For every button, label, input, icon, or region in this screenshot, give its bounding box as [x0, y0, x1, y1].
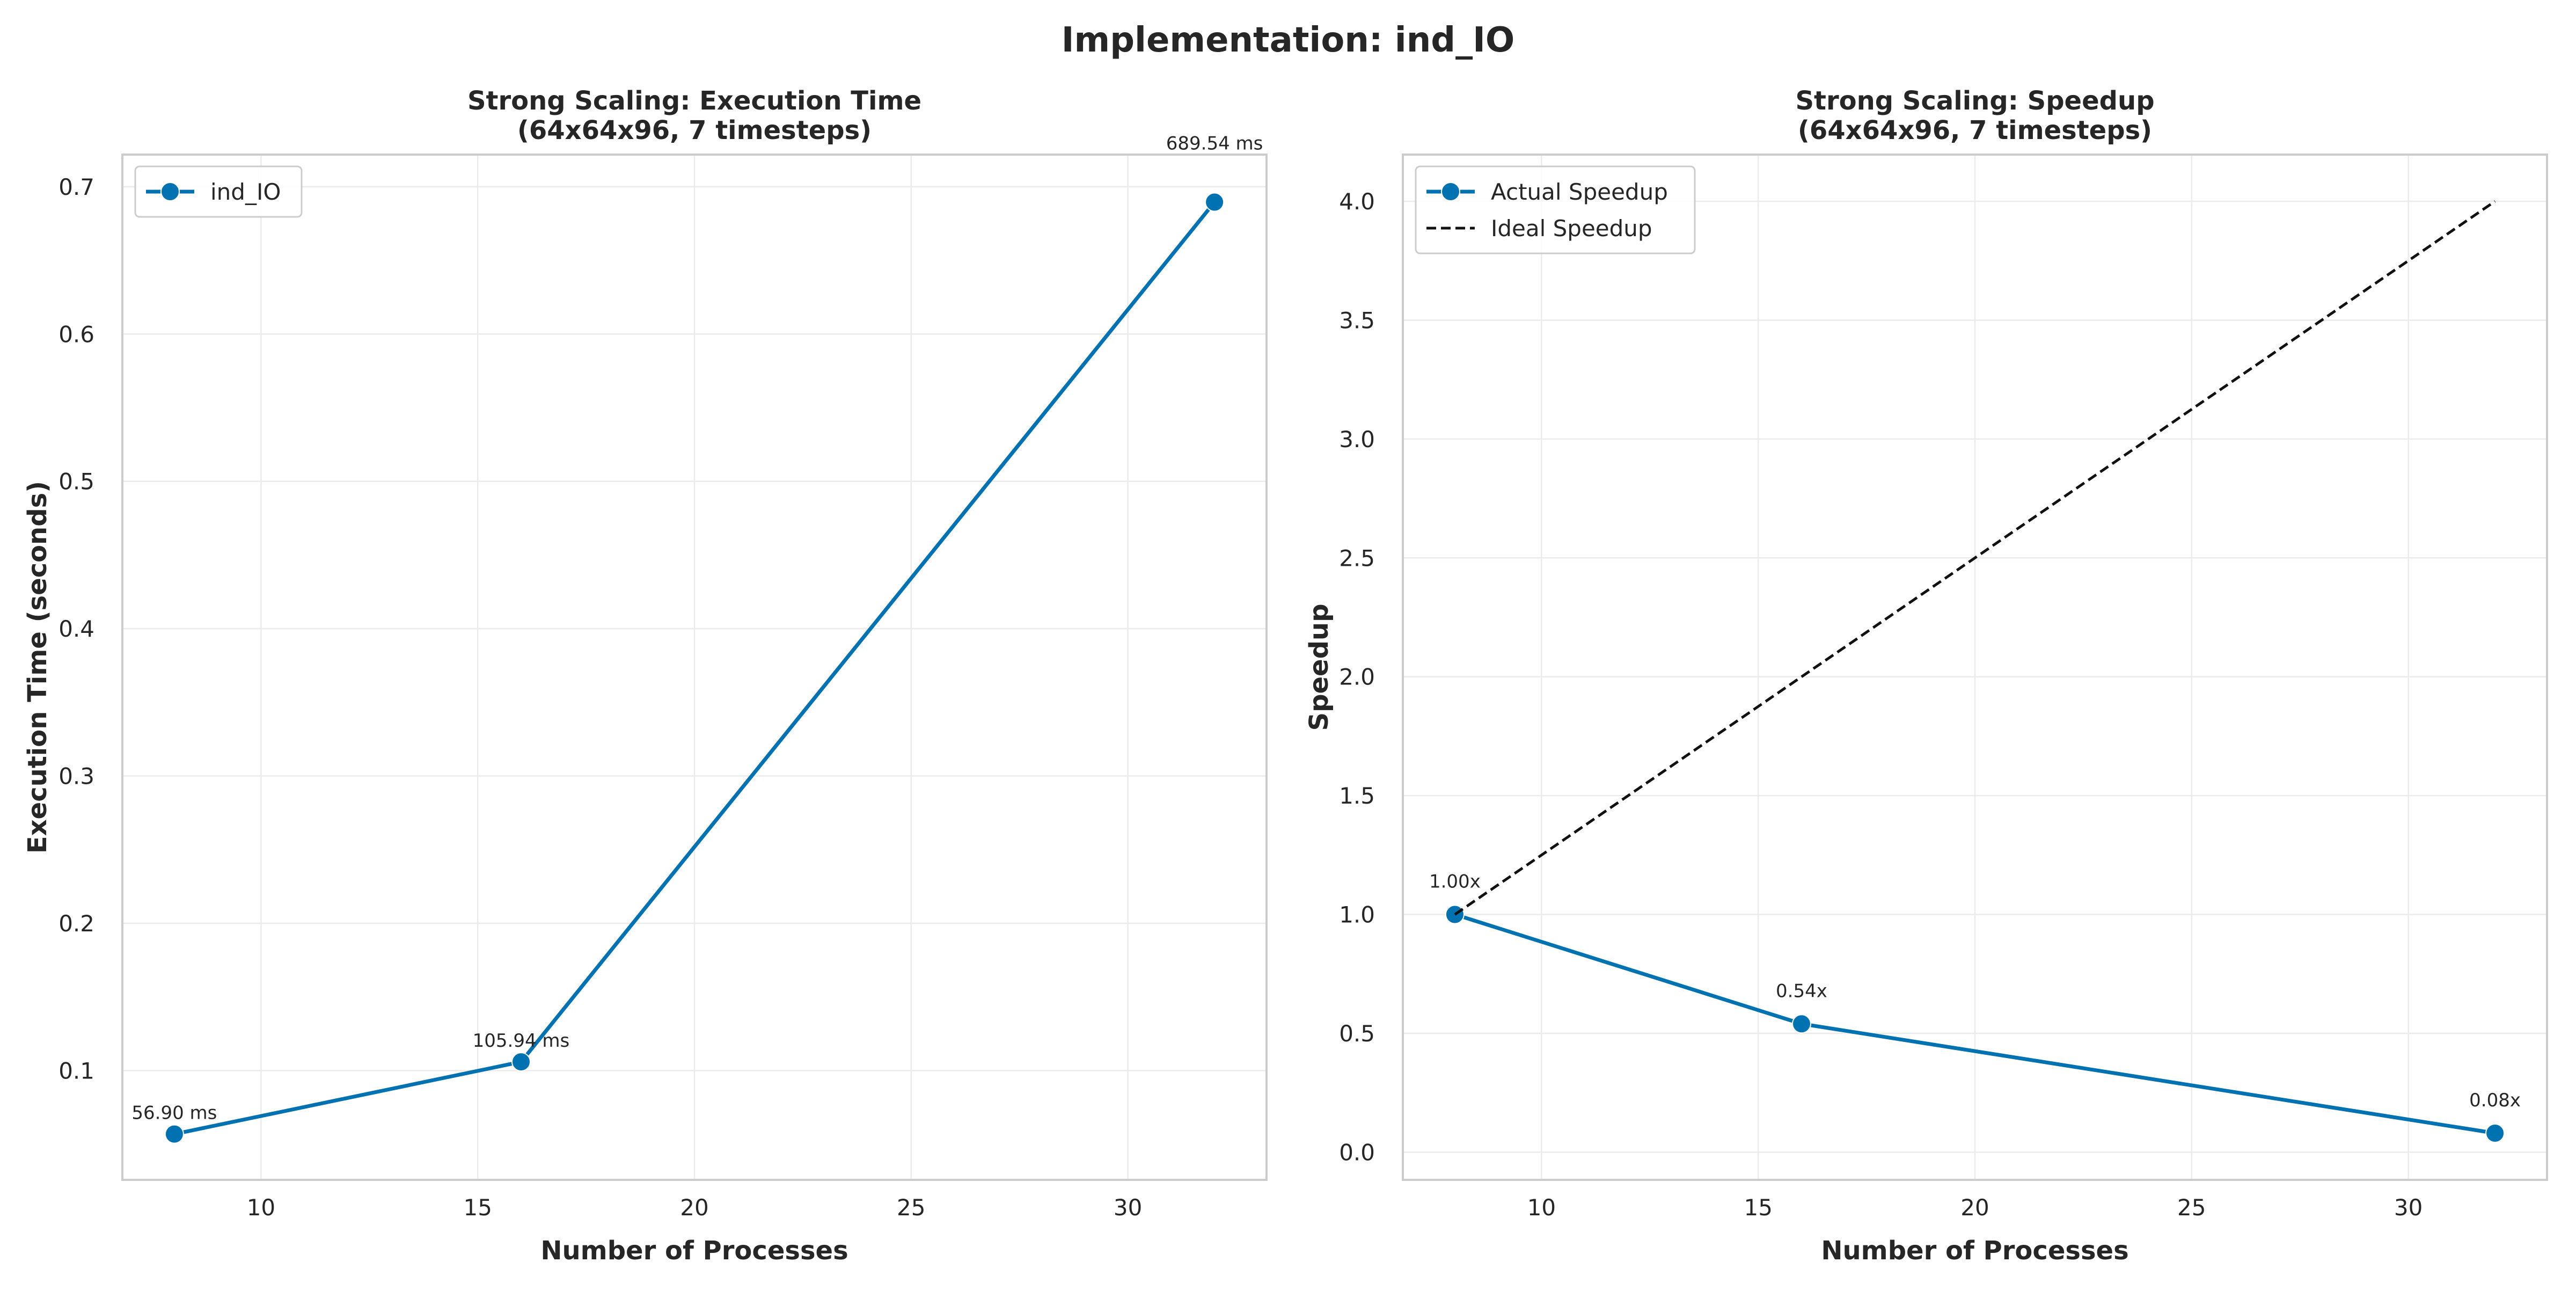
x-axis-label: Number of Processes	[1821, 1236, 2128, 1266]
x-tick-label: 30	[2394, 1194, 2423, 1221]
x-tick-label: 20	[1960, 1194, 1989, 1221]
legend-box	[1415, 165, 1696, 254]
plot-frame	[1402, 154, 2548, 1181]
data-label: 0.08x	[2469, 1090, 2521, 1111]
y-tick-label: 0.5	[1339, 1020, 1375, 1047]
data-point	[164, 1124, 184, 1144]
legend-entry-label: Actual Speedup	[1491, 179, 1668, 205]
data-label: 1.00x	[1429, 871, 1481, 893]
legend-box	[134, 165, 303, 218]
chart-title-line-2: (64x64x96, 7 timesteps)	[517, 115, 872, 145]
x-tick-label: 10	[247, 1194, 275, 1221]
y-axis-label: Speedup	[1304, 604, 1334, 731]
chart-panel-2: 10 15 20 25 30 0.0 0.5 1.0 1.5 2.0 2.5 3.0 3.5 4.0 Str…	[1304, 86, 2548, 1266]
y-tick-label: 2.5	[1339, 545, 1375, 571]
y-tick-label: 0.4	[58, 616, 94, 642]
figure-title: Implementation: ind_IO	[1062, 20, 1515, 60]
x-tick-label: 25	[897, 1194, 925, 1221]
x-axis-label: Number of Processes	[540, 1236, 848, 1266]
chart-title-line-1: Strong Scaling: Speedup	[1795, 86, 2154, 116]
legend-entry-label: Ideal Speedup	[1491, 215, 1652, 242]
y-tick-label: 4.0	[1339, 188, 1375, 215]
legend: ind_IO	[134, 165, 303, 218]
legend-marker	[160, 182, 180, 201]
legend-marker	[1441, 182, 1460, 201]
x-tick-label: 20	[680, 1194, 708, 1221]
x-tick-label: 15	[463, 1194, 492, 1221]
data-label: 689.54 ms	[1166, 133, 1263, 155]
y-axis-label: Execution Time (seconds)	[23, 481, 53, 854]
legend: Actual Speedup Ideal Speedup	[1415, 165, 1696, 254]
data-point	[1791, 1014, 1811, 1034]
y-tick-label: 0.1	[58, 1057, 94, 1084]
y-tick-label: 2.0	[1339, 664, 1375, 690]
y-tick-label: 0.6	[58, 321, 94, 347]
y-tick-label: 0.7	[58, 174, 94, 200]
chart-title-line-2: (64x64x96, 7 timesteps)	[1798, 115, 2152, 145]
chart-panel-1: 10 15 20 25 30 0.1 0.2 0.3 0.4 0.5 0.6 0.7 Strong Sc…	[23, 86, 1268, 1266]
plot-frame	[121, 154, 1268, 1181]
y-tick-label: 0.0	[1339, 1139, 1375, 1165]
y-tick-label: 0.3	[58, 763, 94, 790]
y-tick-label: 3.0	[1339, 426, 1375, 453]
x-tick-label: 30	[1114, 1194, 1142, 1221]
x-tick-label: 15	[1744, 1194, 1772, 1221]
data-point	[1205, 192, 1225, 212]
data-point	[2485, 1123, 2505, 1143]
data-point	[511, 1052, 531, 1072]
legend-entry-label: ind_IO	[210, 179, 281, 205]
x-tick-label: 25	[2177, 1194, 2206, 1221]
y-tick-label: 3.5	[1339, 307, 1375, 333]
y-tick-label: 1.0	[1339, 902, 1375, 928]
data-label: 56.90 ms	[131, 1103, 217, 1124]
series-line-ideal-speedup	[1454, 200, 2496, 916]
y-tick-label: 1.5	[1339, 783, 1375, 809]
data-label: 105.94 ms	[473, 1030, 570, 1052]
x-tick-label: 10	[1527, 1194, 1556, 1221]
y-tick-label: 0.2	[58, 910, 94, 937]
chart-title-line-1: Strong Scaling: Execution Time	[467, 86, 921, 116]
data-label: 0.54x	[1776, 980, 1827, 1002]
y-tick-label: 0.5	[58, 469, 94, 495]
